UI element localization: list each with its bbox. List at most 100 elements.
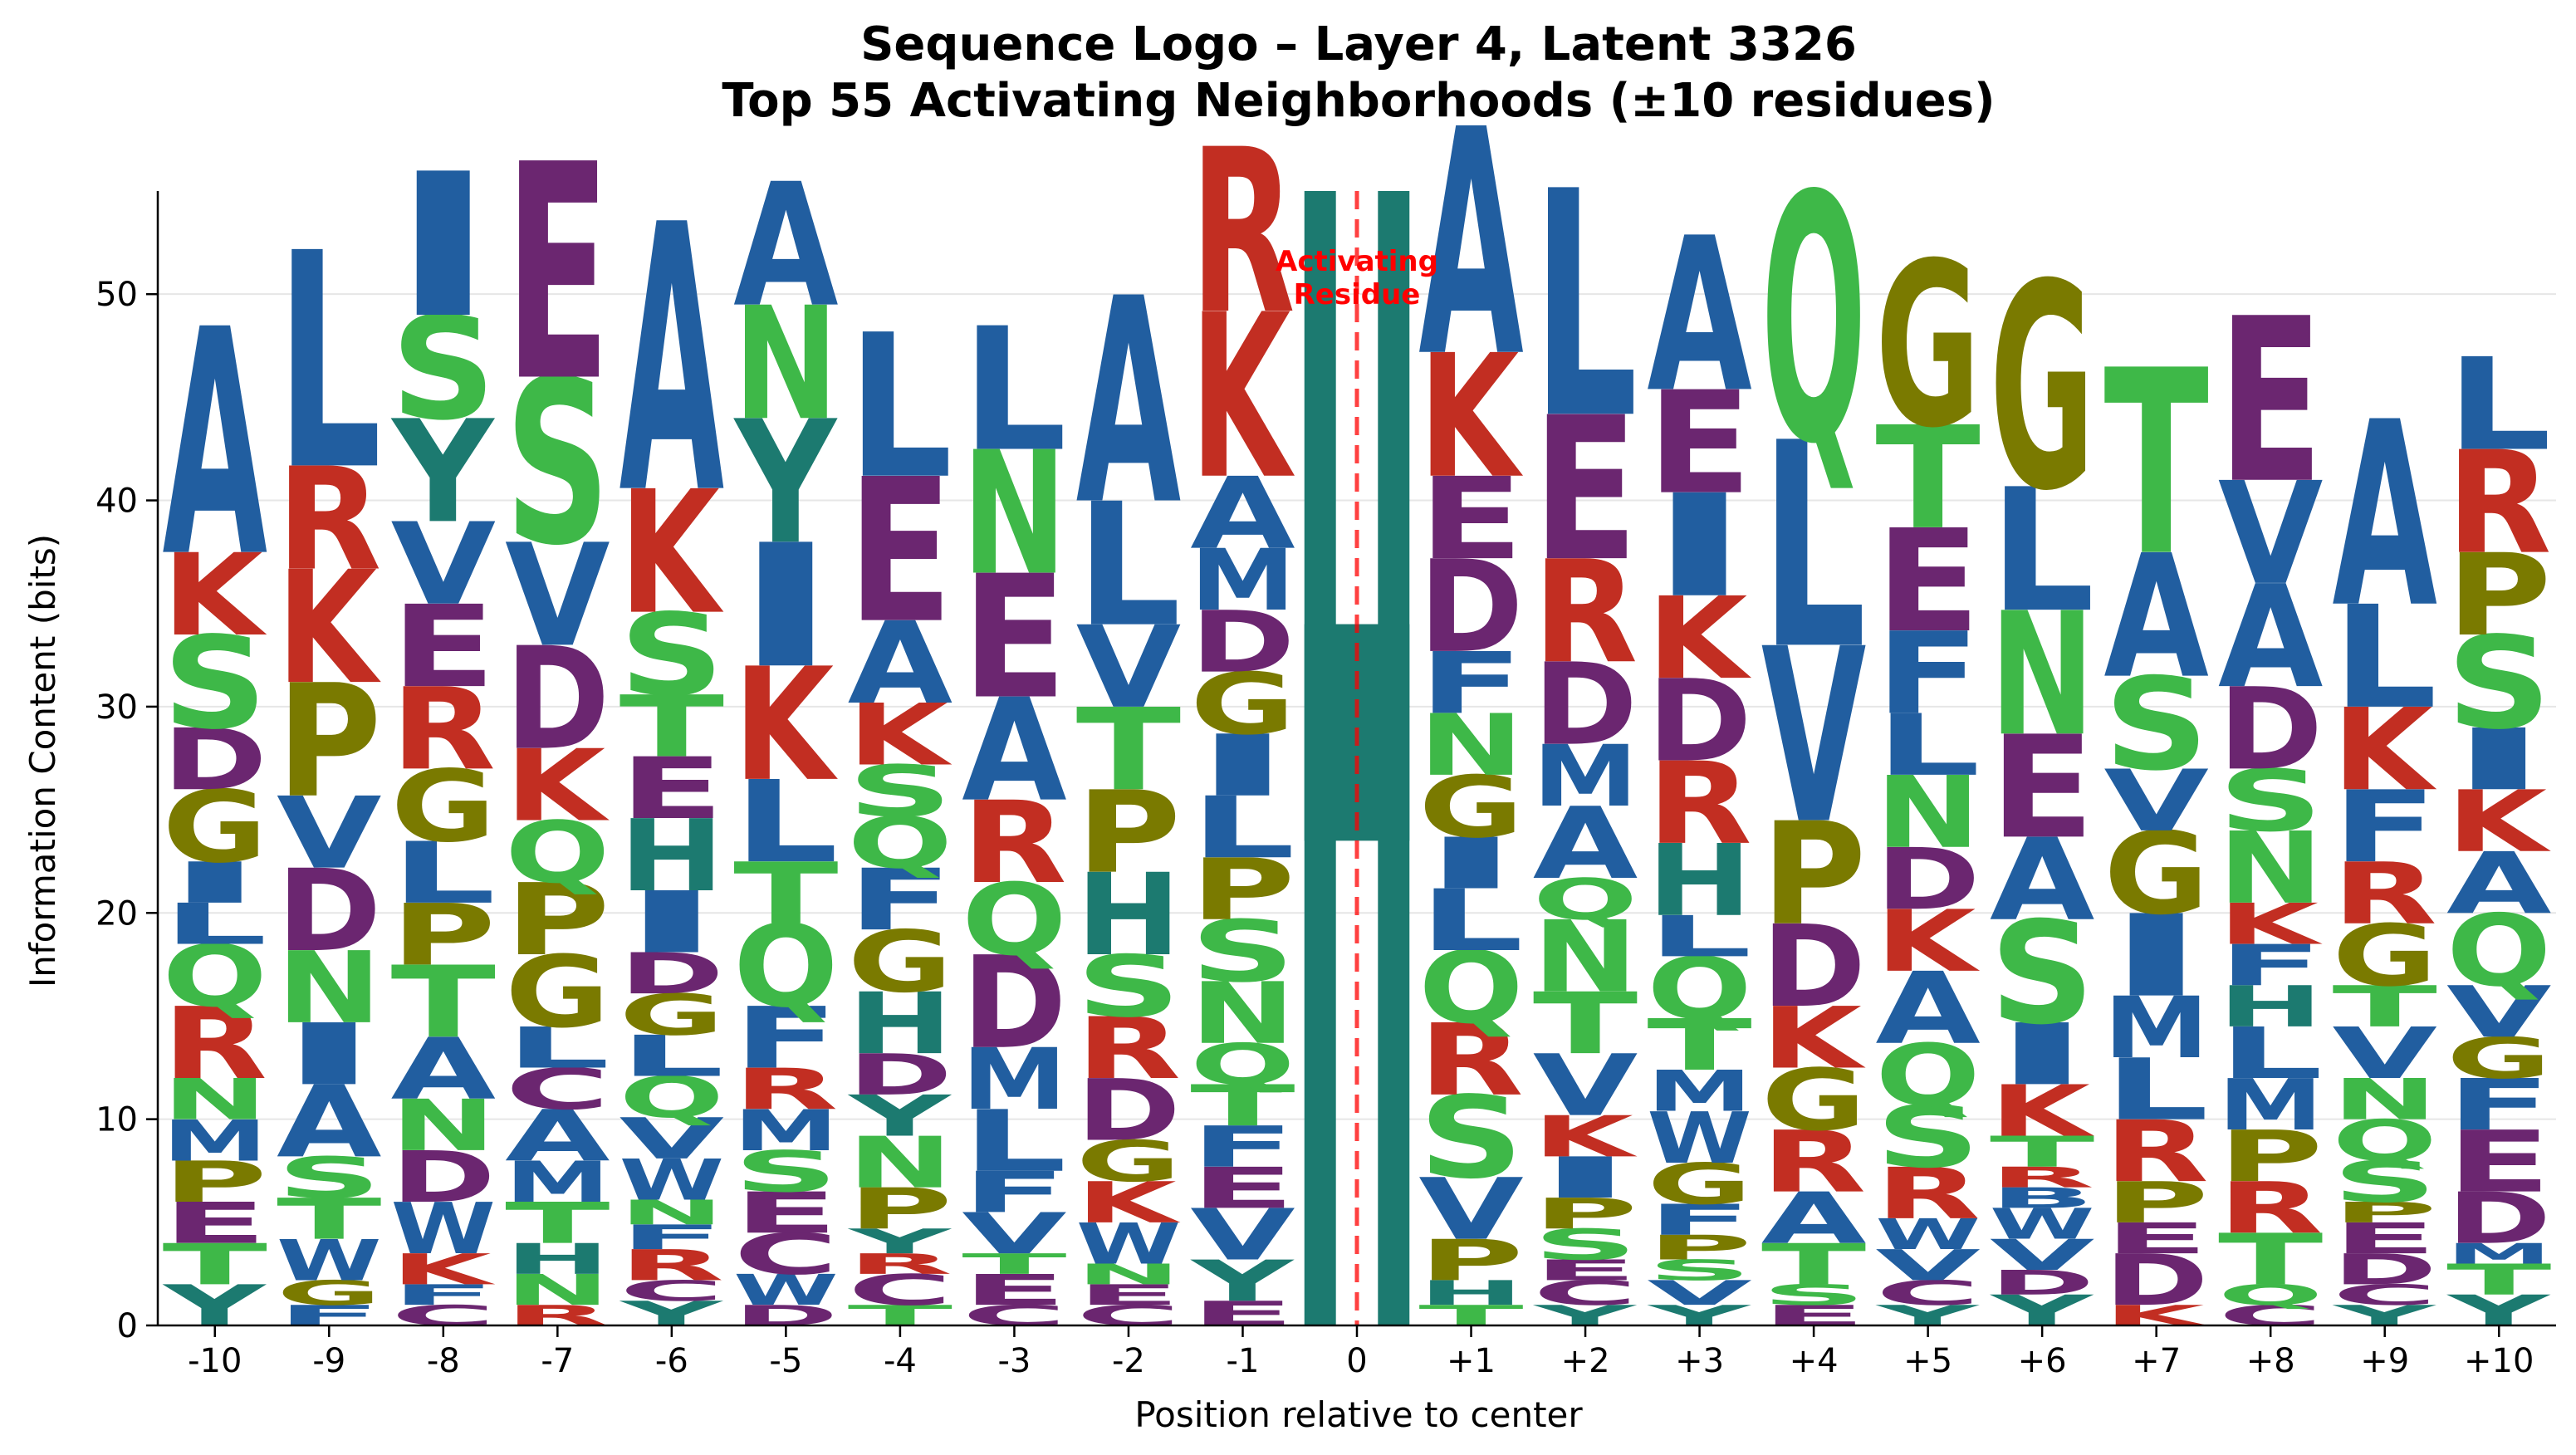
logo-letter-T: T: [1647, 1005, 1752, 1087]
logo-letter-N: N: [1875, 756, 1981, 870]
logo-letter-G: G: [1190, 655, 1295, 754]
logo-letter-K: K: [848, 687, 953, 785]
logo-letter-G: G: [1076, 1129, 1181, 1194]
logo-letter-E: E: [962, 1266, 1067, 1315]
logo-letter-F: F: [1875, 609, 1981, 740]
logo-letter-L: L: [1647, 904, 1751, 969]
logo-letter-P: P: [1533, 1189, 1638, 1238]
logo-letter-L: L: [1533, 125, 1638, 487]
logo-letter-D: D: [391, 1136, 497, 1218]
logo-letter-E: E: [848, 438, 953, 668]
logo-letter-M: M: [1647, 1059, 1752, 1124]
logo-letter-Q: Q: [1190, 1032, 1295, 1098]
logo-letter-W: W: [733, 1266, 839, 1315]
logo-letter-G: G: [277, 1273, 381, 1313]
logo-letter-M: M: [505, 1149, 610, 1215]
logo-letter-I: I: [1533, 1145, 1638, 1211]
logo-letter-T: T: [1076, 685, 1182, 816]
logo-letter-E: E: [2103, 1214, 2209, 1263]
logo-letter-P: P: [1076, 767, 1182, 899]
logo-letter-I: I: [391, 132, 496, 362]
logo-letter-N: N: [1076, 1258, 1182, 1291]
x-tick-label: +9: [2360, 1342, 2409, 1380]
logo-letter-T: T: [1761, 1232, 1867, 1297]
logo-letter-Q: Q: [505, 804, 610, 902]
logo-letter-T: T: [2332, 974, 2437, 1040]
logo-letter-P: P: [505, 862, 610, 977]
logo-letter-R: R: [1875, 1153, 1980, 1235]
logo-letter-R: R: [1761, 1114, 1867, 1212]
logo-letter-C: C: [733, 1222, 839, 1287]
logo-letter-Y: Y: [390, 390, 495, 555]
logo-letter-W: W: [277, 1228, 381, 1294]
logo-letter-G: G: [1418, 758, 1523, 857]
logo-letter-K: K: [1190, 267, 1295, 529]
logo-letter-P: P: [2218, 1116, 2324, 1198]
logo-letter-H: H: [1647, 824, 1752, 938]
logo-letter-A: A: [2103, 518, 2208, 716]
logo-letter-W: W: [1076, 1212, 1181, 1277]
logo-letter-P: P: [277, 652, 382, 832]
logo-letter-K: K: [1647, 573, 1751, 705]
logo-letter-I: I: [1990, 1006, 2094, 1105]
logo-letter-P: P: [2446, 530, 2552, 661]
logo-letter-C: C: [848, 1266, 953, 1315]
logo-letter-G: G: [1875, 216, 1980, 478]
logo-letter-E: E: [962, 539, 1067, 737]
logo-letter-L: L: [1761, 382, 1866, 712]
logo-letter-G: G: [2332, 907, 2436, 1006]
logo-letter-S: S: [1533, 1220, 1638, 1270]
logo-letter-K: K: [505, 728, 610, 844]
logo-letter-H: H: [848, 975, 953, 1074]
logo-letter-S: S: [733, 1139, 839, 1205]
logo-letter-E: E: [1647, 361, 1752, 526]
logo-letter-N: N: [620, 1193, 725, 1233]
x-axis-label: Position relative to center: [1134, 1394, 1583, 1435]
logo-letter-E: E: [391, 581, 497, 713]
logo-letter-F: F: [2446, 1064, 2552, 1146]
logo-letter-A: A: [505, 1095, 610, 1177]
logo-letter-D: D: [1533, 639, 1638, 771]
logo-letter-A: A: [1990, 815, 2094, 946]
logo-letter-G: G: [1990, 225, 2095, 553]
logo-letter-C: C: [1875, 1273, 1981, 1313]
logo-letter-N: N: [505, 1266, 610, 1315]
x-tick-label: -8: [427, 1342, 460, 1380]
logo-letter-D: D: [962, 929, 1067, 1077]
logo-letter-D: D: [1076, 1061, 1182, 1160]
logo-letter-N: N: [163, 1066, 267, 1133]
logo-letter-A: A: [1533, 786, 1638, 901]
logo-letter-T: T: [2103, 316, 2209, 612]
logo-letter-R: R: [1076, 1000, 1182, 1099]
logo-letter-V: V: [2218, 453, 2323, 617]
logo-letter-V: V: [2446, 971, 2552, 1053]
logo-letter-V: V: [2103, 752, 2208, 850]
logo-letter-E: E: [1875, 499, 1981, 664]
logo-letter-K: K: [1990, 1070, 2095, 1152]
logo-letter-G: G: [1761, 1051, 1866, 1150]
logo-letter-F: F: [1190, 1114, 1295, 1179]
logo-letter-R: R: [2446, 422, 2552, 585]
logo-letter-W: W: [1875, 1210, 1981, 1259]
logo-letter-L: L: [505, 1015, 610, 1080]
logo-letter-A: A: [1647, 192, 1751, 439]
logo-letter-Y: Y: [847, 1222, 953, 1261]
logo-letter-G: G: [391, 750, 496, 865]
logo-letter-S: S: [2218, 752, 2323, 850]
logo-letter-R: R: [848, 1247, 953, 1281]
logo-letter-H: H: [2218, 974, 2323, 1041]
logo-letter-R: R: [1990, 1161, 2094, 1194]
logo-letter-H: H: [1076, 850, 1181, 981]
logo-letter-Q: Q: [1761, 125, 1867, 519]
logo-letter-M: M: [1533, 728, 1638, 826]
logo-letter-D: D: [1875, 830, 1981, 929]
logo-letter-L: L: [1190, 779, 1295, 878]
